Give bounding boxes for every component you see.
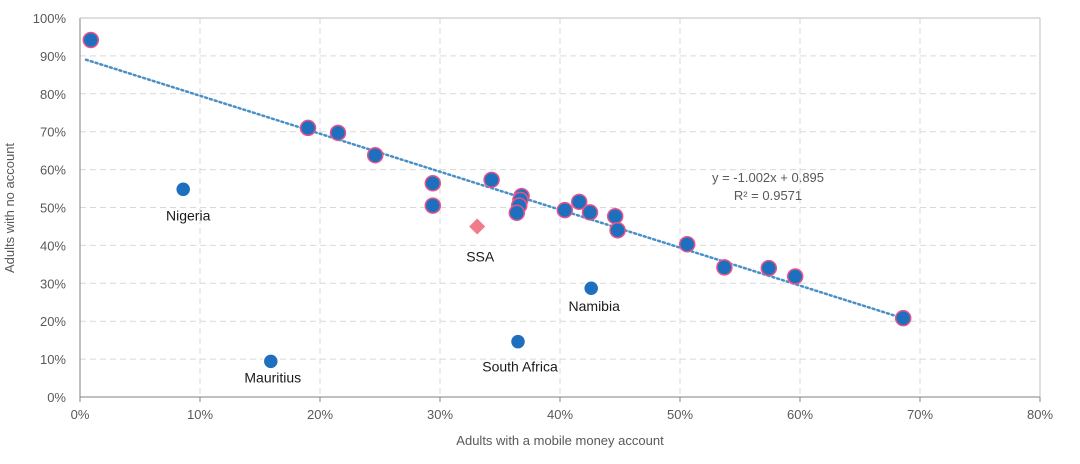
y-tick-label: 90% — [40, 49, 66, 64]
x-tick-label: 70% — [907, 407, 933, 422]
y-tick-label: 60% — [40, 163, 66, 178]
trendline-r-squared: R² = 0.9571 — [734, 188, 802, 203]
x-tick-label: 40% — [547, 407, 573, 422]
data-point — [424, 174, 442, 192]
data-point — [424, 197, 442, 214]
ssa-diamond-marker — [469, 218, 486, 235]
y-tick-label: 80% — [40, 87, 66, 102]
x-tick-label: 50% — [667, 407, 693, 422]
trendline-equation: y = -1.002x + 0.895 — [712, 170, 824, 185]
data-point — [299, 119, 317, 137]
outlier-label: Nigeria — [166, 207, 211, 223]
point-labels: Nigeria Mauritius South Africa Namibia SSA — [166, 207, 620, 385]
trendline — [84, 58, 910, 322]
x-tick-label: 20% — [307, 407, 333, 422]
data-points — [82, 31, 912, 370]
trendline-group — [84, 58, 910, 322]
y-tick-label: 30% — [40, 276, 66, 291]
ssa-label: SSA — [466, 248, 495, 264]
data-point — [894, 309, 912, 327]
y-tick-label: 10% — [40, 352, 66, 367]
data-point — [570, 193, 588, 211]
data-point — [556, 201, 574, 219]
data-point — [609, 221, 626, 239]
data-point — [606, 207, 624, 225]
y-tick-label: 100% — [33, 11, 67, 26]
data-point — [366, 146, 384, 164]
x-tick-label: 10% — [187, 407, 213, 422]
outlier-label: Mauritius — [244, 369, 301, 385]
data-point — [716, 259, 733, 276]
outlier-point — [509, 333, 527, 350]
outlier-label: South Africa — [482, 359, 558, 375]
data-point — [786, 268, 804, 285]
y-tick-label: 70% — [40, 125, 66, 140]
data-point — [678, 236, 696, 253]
y-tick-label: 20% — [40, 314, 66, 329]
axes: 0% 10% 20% 30% 40% 50% 60% 70% 80% 90% 100% 0% 10% 20… — [33, 11, 1054, 422]
data-point — [508, 204, 526, 222]
x-tick-label: 60% — [787, 407, 813, 422]
outlier-label: Namibia — [569, 298, 621, 314]
outlier-point — [262, 353, 280, 370]
outlier-point — [582, 279, 600, 297]
y-tick-label: 50% — [40, 201, 66, 216]
x-tick-label: 30% — [427, 407, 453, 422]
y-axis-title: Adults with no account — [2, 143, 17, 273]
data-point — [760, 259, 778, 277]
data-point — [483, 171, 500, 189]
data-point — [82, 31, 100, 49]
x-tick-label: 80% — [1027, 407, 1053, 422]
y-tick-label: 40% — [40, 238, 66, 253]
x-axis-title: Adults with a mobile money account — [456, 433, 664, 448]
x-tick-label: 0% — [71, 407, 90, 422]
outlier-point — [174, 181, 192, 198]
data-point — [329, 124, 347, 142]
data-point — [581, 204, 599, 221]
y-tick-label: 0% — [47, 390, 66, 405]
